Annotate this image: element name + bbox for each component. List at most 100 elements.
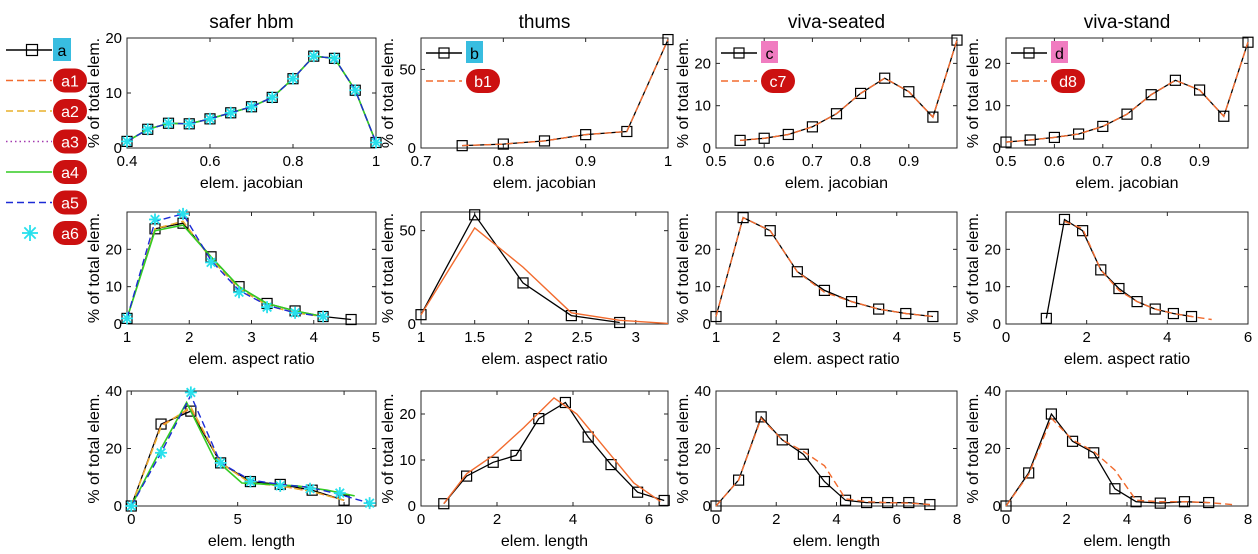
data-point-square [1131, 296, 1143, 308]
series-line-black-square [1005, 41, 1249, 143]
data-point-star [204, 112, 216, 125]
y-axis-label: % of total elem. [965, 38, 982, 148]
plot-area [1000, 36, 1254, 148]
legend-label-box [53, 38, 71, 61]
y-axis-label: % of total elem. [86, 393, 103, 503]
x-tick-label: 1 [712, 329, 720, 346]
legend-label: a4 [61, 165, 79, 182]
legend-label: d [1055, 46, 1064, 63]
y-axis-label: % of total elem. [86, 38, 103, 148]
x-tick-label: 0.9 [1189, 153, 1210, 170]
data-point-square [806, 121, 819, 133]
legend-marker-square [25, 43, 39, 57]
data-point-star [317, 310, 330, 323]
data-point-star [233, 286, 246, 299]
x-tick-label: 0 [1002, 511, 1010, 528]
legend-marker-square [438, 47, 450, 59]
x-tick-label: 0 [417, 511, 425, 528]
data-point-star [289, 306, 302, 319]
y-tick-label: 40 [984, 383, 1001, 400]
y-tick-label: 0 [114, 316, 122, 333]
data-point-square [662, 33, 674, 46]
y-tick-label: 0 [408, 140, 416, 157]
series-line-orange-dash [1005, 417, 1233, 507]
x-tick-label: 6 [1244, 329, 1252, 346]
data-point-square [1097, 120, 1109, 133]
x-tick-label: 1.5 [464, 329, 485, 346]
series-line-yellow-dash [126, 55, 377, 143]
data-point-square [1130, 496, 1142, 508]
x-tick-label: 6 [1183, 511, 1191, 528]
x-tick-label: 0.6 [1044, 153, 1065, 170]
data-point-square [1024, 134, 1036, 146]
y-axis-label: % of total elem. [675, 393, 692, 503]
y-axis-label: % of total elem. [380, 213, 397, 323]
data-point-star [244, 475, 257, 488]
data-point-square [755, 411, 767, 423]
subplot-title: safer hbm [209, 12, 293, 33]
legend-label-badge [53, 160, 87, 184]
data-point-square [461, 470, 473, 482]
x-axis-label: elem. jacobian [200, 175, 303, 192]
x-tick-label: 2 [1082, 329, 1090, 346]
x-tick-label: 4 [1163, 329, 1171, 346]
data-point-square [1185, 310, 1198, 323]
data-point-square [1113, 282, 1125, 295]
axes-box [1005, 37, 1249, 149]
x-tick-label: 4 [893, 329, 901, 346]
data-point-square [710, 310, 722, 323]
data-point-square [758, 132, 770, 144]
data-point-square [951, 34, 963, 46]
subplot-legend: d d8 [1011, 41, 1085, 93]
subplot-r1-c0: 1 2 3 4 5 0 10 20 elem. aspect ratio % of total e… [86, 207, 380, 368]
x-tick-label: 4 [832, 511, 840, 528]
data-point-square [338, 494, 350, 506]
data-point-square [791, 266, 803, 278]
data-point-star [370, 136, 382, 149]
legend-label: a1 [61, 74, 79, 91]
data-point-square [830, 108, 843, 120]
data-point-square [415, 309, 427, 321]
x-tick-label: 2 [772, 511, 780, 528]
data-point-star [121, 135, 133, 148]
y-tick-label: 20 [984, 241, 1001, 258]
x-tick-label: 0.8 [283, 153, 304, 170]
data-point-square [1040, 312, 1052, 324]
y-tick-label: 20 [984, 55, 1001, 72]
series-line-blue-dash [126, 213, 324, 319]
y-axis-label: % of total elem. [380, 38, 397, 148]
plot-area [456, 33, 674, 152]
axes-box [420, 211, 669, 325]
data-point-star [224, 106, 237, 119]
data-point-square [1000, 500, 1012, 512]
y-tick-label: 20 [399, 406, 416, 423]
legend-label-badge [53, 99, 87, 123]
legend-label: b [470, 46, 479, 63]
y-tick-label: 0 [408, 316, 416, 333]
legend-label: d8 [1059, 74, 1077, 91]
data-point-square [737, 212, 749, 224]
data-point-star [184, 386, 197, 399]
data-point-star [245, 100, 258, 113]
data-point-square [1145, 89, 1157, 101]
x-axis-label: elem. jacobian [1075, 175, 1178, 192]
x-tick-label: 5 [953, 329, 961, 346]
y-tick-label: 50 [399, 61, 416, 78]
data-point-star [162, 117, 175, 130]
x-tick-label: 5 [372, 329, 380, 346]
y-tick-label: 50 [399, 223, 416, 240]
series-line-blue-dash [126, 55, 377, 143]
data-point-square [469, 209, 481, 221]
data-point-square [845, 296, 858, 308]
x-axis-label: elem. aspect ratio [1064, 351, 1190, 368]
data-point-star [149, 213, 162, 226]
y-tick-label: 20 [105, 241, 122, 258]
plot-area [415, 209, 669, 329]
x-tick-label: 3 [832, 329, 840, 346]
data-point-square [1066, 435, 1079, 447]
series-line-orange-solid [420, 226, 669, 325]
x-tick-label: 0.6 [754, 153, 775, 170]
x-tick-label: 8 [953, 511, 961, 528]
x-tick-label: 0 [712, 511, 720, 528]
